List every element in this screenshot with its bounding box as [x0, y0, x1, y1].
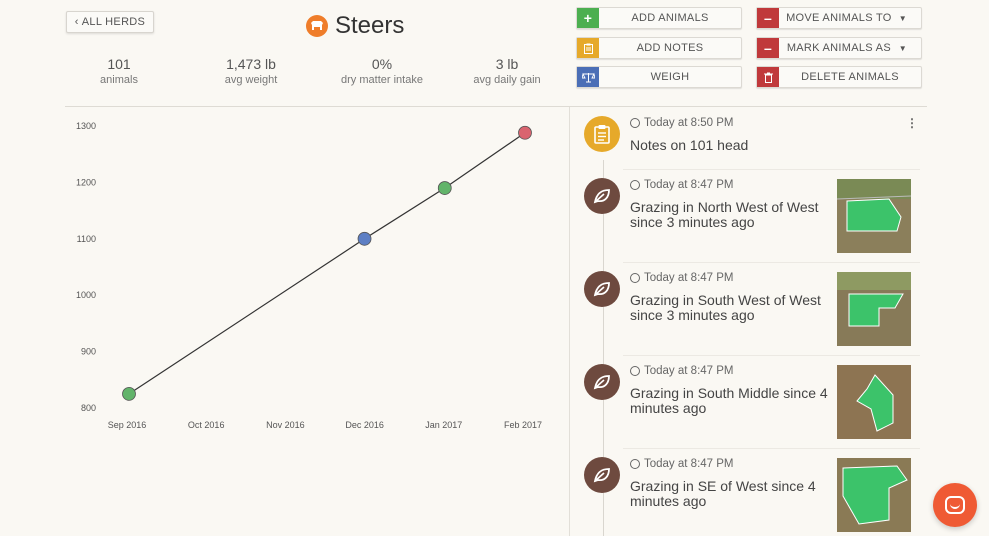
- stat-value: 3 lb: [495, 56, 519, 72]
- series-line: [128, 132, 526, 395]
- stat-avg-daily-gain: 3 lb avg daily gain: [452, 55, 562, 87]
- stat-value: 0%: [371, 56, 393, 72]
- feed-time: Today at 8:50 PM: [630, 117, 734, 129]
- panel-divider: [569, 107, 570, 536]
- delete-animals-label: DELETE ANIMALS: [801, 71, 899, 83]
- pasture-map-thumbnail[interactable]: [837, 365, 911, 439]
- data-point[interactable]: [518, 125, 532, 140]
- feed-time: Today at 8:47 PM: [630, 272, 734, 284]
- feed-text: Grazing in SE of West since 4 minutes ag…: [630, 478, 816, 509]
- chat-button[interactable]: [933, 483, 977, 527]
- add-notes-label: ADD NOTES: [636, 42, 704, 54]
- stat-value: 101: [107, 56, 131, 72]
- clock-icon: [630, 366, 640, 376]
- leaf-icon: [584, 178, 620, 214]
- leaf-icon: [584, 364, 620, 400]
- plus-icon: +: [577, 8, 599, 28]
- pasture-map-thumbnail[interactable]: [837, 272, 911, 346]
- all-herds-button[interactable]: ‹ ALL HERDS: [66, 11, 154, 33]
- data-point[interactable]: [437, 181, 452, 195]
- page-title: Steers: [335, 12, 405, 39]
- feed-separator: [623, 448, 920, 449]
- stat-label: avg weight: [224, 74, 278, 86]
- feed-separator: [623, 262, 920, 263]
- feed-time-text: Today at 8:50 PM: [644, 117, 734, 129]
- y-tick-label: 1300: [76, 121, 96, 131]
- feed-text: Grazing in South Middle since 4 minutes …: [630, 385, 828, 416]
- header-divider: [65, 106, 927, 107]
- clock-icon: [630, 273, 640, 283]
- y-tick-label: 1000: [76, 290, 96, 300]
- all-herds-label: ALL HERDS: [81, 16, 146, 28]
- trash-icon: [757, 67, 779, 87]
- cow-icon: [306, 15, 328, 37]
- feed-time: Today at 8:47 PM: [630, 365, 734, 377]
- clock-icon: [630, 118, 640, 128]
- add-animals-button[interactable]: + ADD ANIMALS: [576, 7, 742, 29]
- pasture-map-thumbnail[interactable]: [837, 458, 911, 532]
- move-animals-label: MOVE ANIMALS TO: [786, 12, 892, 24]
- timeline-line: [603, 160, 604, 536]
- feed-text: Grazing in North West of West since 3 mi…: [630, 199, 819, 230]
- move-animals-button[interactable]: – MOVE ANIMALS TO ▼: [756, 7, 922, 29]
- feed-time-text: Today at 8:47 PM: [644, 365, 734, 377]
- feed-time-text: Today at 8:47 PM: [644, 272, 734, 284]
- chat-icon: [945, 496, 965, 514]
- data-point[interactable]: [122, 386, 136, 401]
- stat-avg-weight: 1,473 lb avg weight: [196, 55, 306, 87]
- feed-time-text: Today at 8:47 PM: [644, 179, 734, 191]
- chevron-left-icon: ‹: [74, 16, 79, 28]
- y-tick-label: 900: [81, 347, 96, 357]
- feed-text: Notes on 101 head: [630, 137, 749, 153]
- stat-label: animals: [100, 74, 138, 86]
- stat-dry-matter-intake: 0% dry matter intake: [327, 55, 437, 87]
- x-tick-label: Nov 2016: [266, 420, 305, 430]
- caret-down-icon: ▼: [898, 43, 907, 53]
- minus-icon: –: [757, 8, 779, 28]
- feed-time: Today at 8:47 PM: [630, 458, 734, 470]
- add-animals-label: ADD ANIMALS: [631, 12, 709, 24]
- feed-text: Grazing in South West of West since 3 mi…: [630, 292, 821, 323]
- data-point[interactable]: [357, 231, 372, 246]
- stat-animals: 101 animals: [64, 55, 174, 87]
- more-options-icon[interactable]: ⋮: [906, 116, 918, 130]
- scale-icon: [577, 67, 599, 87]
- y-tick-label: 1100: [77, 234, 96, 244]
- weigh-label: WEIGH: [650, 71, 690, 83]
- y-tick-label: 1200: [76, 177, 96, 187]
- page-header: Steers: [306, 12, 404, 40]
- caret-down-icon: ▼: [898, 13, 907, 23]
- x-tick-label: Feb 2017: [504, 420, 542, 430]
- delete-animals-button[interactable]: DELETE ANIMALS: [756, 66, 922, 88]
- x-tick-label: Sep 2016: [108, 420, 147, 430]
- x-tick-label: Dec 2016: [345, 420, 384, 430]
- mark-animals-button[interactable]: – MARK ANIMALS AS ▼: [756, 37, 922, 59]
- feed-separator: [623, 169, 920, 170]
- feed-separator: [623, 355, 920, 356]
- mark-animals-label: MARK ANIMALS AS: [786, 42, 891, 54]
- y-tick-label: 800: [81, 403, 96, 413]
- minus-icon: –: [757, 38, 779, 58]
- stat-label: avg daily gain: [473, 74, 541, 86]
- stat-label: dry matter intake: [341, 74, 423, 86]
- weight-chart: 800 900 1000 1100 1200 1300 Sep 2016 Oct 2016 N…: [76, 121, 542, 430]
- add-notes-button[interactable]: ADD NOTES: [576, 37, 742, 59]
- pasture-map-thumbnail[interactable]: [837, 179, 911, 253]
- weigh-button[interactable]: WEIGH: [576, 66, 742, 88]
- x-tick-label: Jan 2017: [425, 420, 462, 430]
- activity-feed: Today at 8:50 PM Notes on 101 head ⋮ Tod…: [575, 107, 927, 536]
- clipboard-icon: [584, 116, 620, 152]
- x-tick-label: Oct 2016: [188, 420, 225, 430]
- clock-icon: [630, 459, 640, 469]
- clock-icon: [630, 180, 640, 190]
- leaf-icon: [584, 271, 620, 307]
- stat-value: 1,473 lb: [226, 56, 276, 72]
- feed-time: Today at 8:47 PM: [630, 179, 734, 191]
- feed-time-text: Today at 8:47 PM: [644, 458, 734, 470]
- clipboard-icon: [577, 38, 599, 58]
- leaf-icon: [584, 457, 620, 493]
